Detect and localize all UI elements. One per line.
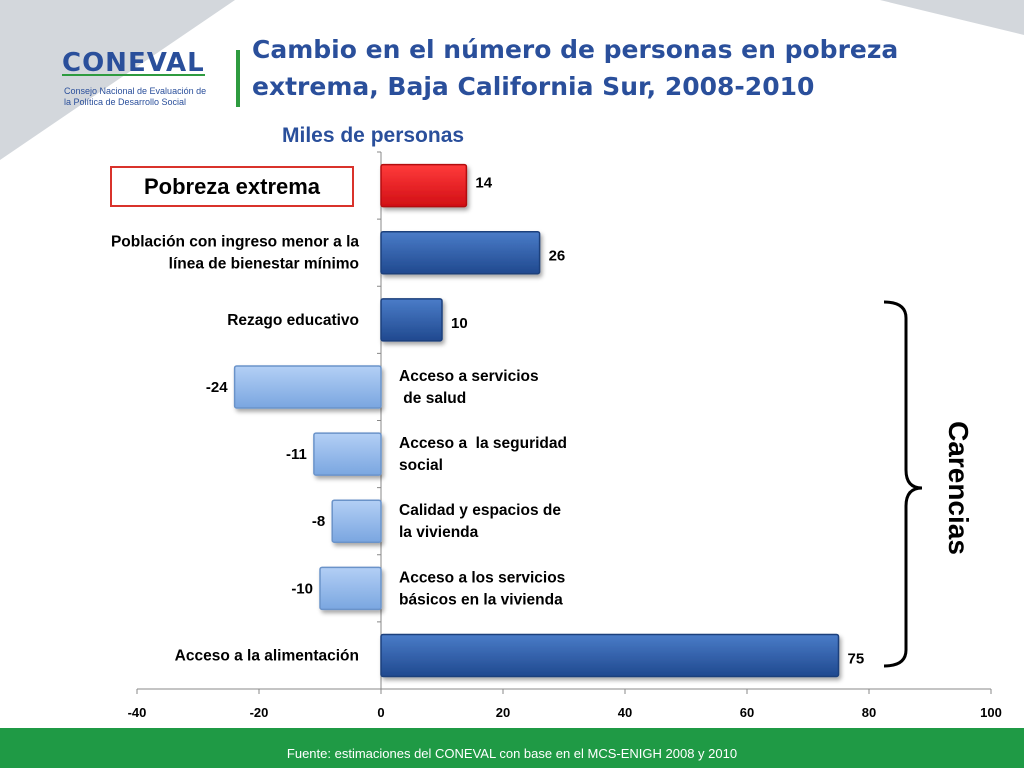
category-label: Población con ingreso menor a la línea de… (111, 234, 359, 273)
x-tick-label: 20 (496, 705, 510, 720)
bar (331, 499, 382, 543)
highlight-category-box: Pobreza extrema (110, 166, 354, 207)
category-label-line: Población con ingreso menor a la (111, 234, 359, 251)
footer-bar: Fuente: estimaciones del CONEVAL con bas… (0, 728, 1024, 768)
logo-wordmark: CONEVAL (62, 48, 205, 78)
page-title: Cambio en el número de personas en pobre… (252, 35, 899, 101)
category-label: Acceso a la seguridad social (399, 435, 567, 474)
data-label: 14 (475, 175, 492, 192)
category-label-line: Acceso a servicios (399, 368, 539, 385)
x-tick-label: 40 (618, 705, 632, 720)
bar (380, 298, 443, 342)
x-tick-label: 60 (740, 705, 754, 720)
category-label-line: Acceso a la alimentación (175, 647, 359, 664)
data-label: 10 (451, 315, 468, 332)
coneval-logo: CONEVAL Consejo Nacional de Evaluación d… (62, 48, 222, 118)
bar (380, 633, 840, 678)
bar (380, 163, 468, 208)
category-label: Acceso a servicios de salud (399, 368, 539, 407)
logo-divider (236, 50, 240, 107)
logo-accent-bar (62, 74, 205, 76)
bar (380, 230, 541, 275)
category-label-line: social (399, 457, 443, 474)
category-label-line: Acceso a los servicios (399, 569, 565, 586)
x-tick-label: 80 (862, 705, 876, 720)
data-label: -8 (312, 513, 325, 530)
data-label: 26 (549, 248, 566, 265)
category-label: Rezago educativo (227, 312, 359, 329)
category-label-line: línea de bienestar mínimo (169, 256, 359, 273)
group-label-carencias: Carencias (943, 421, 974, 555)
x-tick-label: -20 (250, 705, 269, 720)
bar (313, 432, 382, 476)
category-label: Acceso a los servicios básicos en la vivi… (399, 569, 565, 608)
footer-source: Fuente: estimaciones del CONEVAL con bas… (286, 746, 738, 761)
x-tick-label: 0 (377, 705, 384, 720)
logo-subtitle: Consejo Nacional de Evaluación de la Pol… (64, 86, 207, 107)
data-label: -11 (286, 446, 307, 463)
category-label-line: la vivienda (399, 524, 479, 541)
bar (319, 566, 382, 611)
chart-subtitle: Miles de personas (282, 124, 465, 147)
category-label: Acceso a la alimentación (175, 647, 359, 664)
category-label-line: Rezago educativo (227, 312, 359, 329)
category-label-line: Acceso a la seguridad (399, 435, 567, 452)
bar (233, 365, 382, 409)
category-label-line: básicos en la vivienda (399, 591, 563, 608)
category-label-line: Calidad y espacios de (399, 502, 561, 519)
data-label: -24 (206, 379, 228, 396)
data-label: 75 (848, 650, 865, 667)
data-label: -10 (291, 580, 313, 597)
category-label: Calidad y espacios de la vivienda (399, 502, 561, 541)
category-label-line: de salud (399, 390, 466, 407)
x-tick-label: -40 (128, 705, 147, 720)
x-tick-label: 100 (980, 705, 1002, 720)
category-label-highlight: Pobreza extrema (143, 174, 321, 199)
